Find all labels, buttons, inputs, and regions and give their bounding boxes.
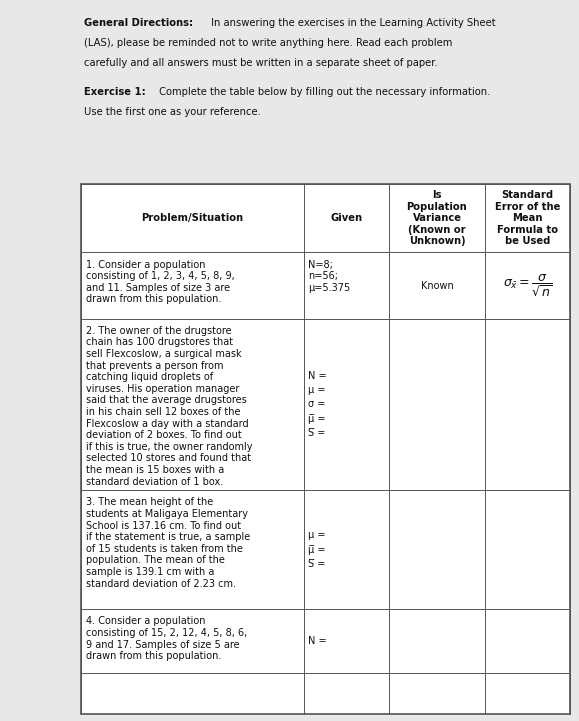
- Text: μ =: μ =: [308, 385, 326, 395]
- Text: Complete the table below by filling out the necessary information.: Complete the table below by filling out …: [156, 87, 491, 97]
- Text: Use the first one as your reference.: Use the first one as your reference.: [84, 107, 261, 117]
- Text: S̅ =: S̅ =: [308, 559, 325, 569]
- Text: μ̅ =: μ̅ =: [308, 414, 326, 424]
- Text: Given: Given: [331, 213, 362, 223]
- Text: μ =: μ =: [308, 531, 326, 540]
- Text: 1. Consider a population
consisting of 1, 2, 3, 4, 5, 8, 9,
and 11. Samples of s: 1. Consider a population consisting of 1…: [86, 260, 234, 304]
- Text: General Directions:: General Directions:: [84, 18, 193, 28]
- Text: Exercise 1:: Exercise 1:: [84, 87, 146, 97]
- Text: μ̅ =: μ̅ =: [308, 545, 326, 554]
- Text: 3. The mean height of the
students at Maligaya Elementary
School is 137.16 cm. T: 3. The mean height of the students at Ma…: [86, 497, 250, 588]
- Text: N =: N =: [308, 636, 327, 646]
- Text: Is
Population
Variance
(Known or
Unknown): Is Population Variance (Known or Unknown…: [406, 190, 467, 247]
- Text: Problem/Situation: Problem/Situation: [141, 213, 243, 223]
- Text: N =: N =: [308, 371, 327, 381]
- Text: 2. The owner of the drugstore
chain has 100 drugstores that
sell Flexcoslow, a s: 2. The owner of the drugstore chain has …: [86, 326, 252, 487]
- Text: Standard
Error of the
Mean
Formula to
be Used: Standard Error of the Mean Formula to be…: [495, 190, 560, 247]
- Text: S̅ =: S̅ =: [308, 428, 325, 438]
- Text: carefully and all answers must be written in a separate sheet of paper.: carefully and all answers must be writte…: [84, 58, 438, 68]
- Bar: [81, 184, 570, 714]
- Text: Known: Known: [420, 280, 453, 291]
- Text: 4. Consider a population
consisting of 15, 2, 12, 4, 5, 8, 6,
9 and 17. Samples : 4. Consider a population consisting of 1…: [86, 616, 247, 661]
- Text: N=8;
n=56;
μ=5.375: N=8; n=56; μ=5.375: [308, 260, 350, 293]
- Text: In answering the exercises in the Learning Activity Sheet: In answering the exercises in the Learni…: [208, 18, 496, 28]
- Text: (LAS), please be reminded not to write anything here. Read each problem: (LAS), please be reminded not to write a…: [84, 38, 452, 48]
- Text: $\sigma_{\bar{x}} = \dfrac{\sigma}{\sqrt{n}}$: $\sigma_{\bar{x}} = \dfrac{\sigma}{\sqrt…: [503, 273, 552, 298]
- Text: σ =: σ =: [308, 399, 325, 410]
